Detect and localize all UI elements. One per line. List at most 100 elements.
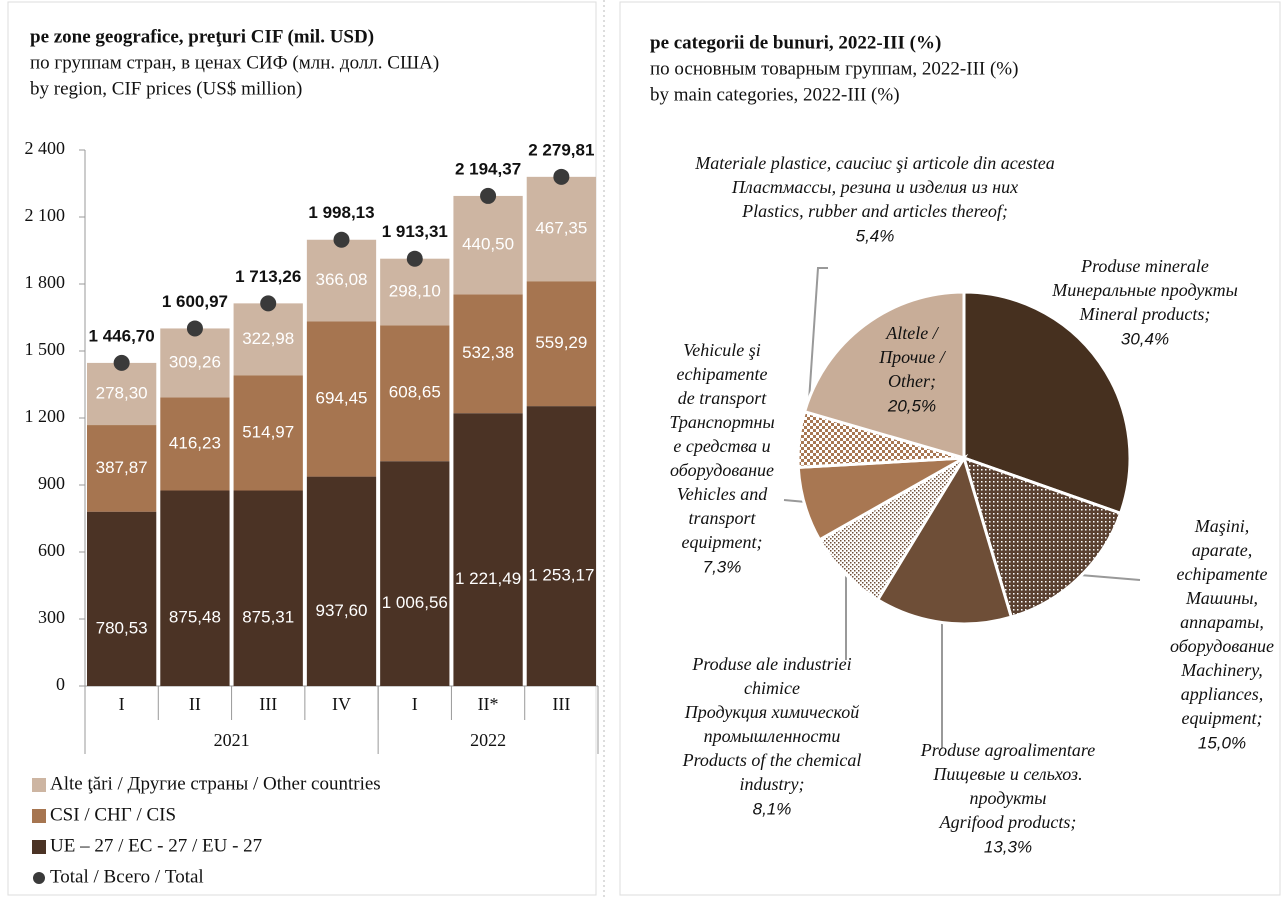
y-tick-label: 1 800 (25, 272, 66, 292)
bar-value-label: 366,08 (316, 270, 368, 289)
bar-value-label: 875,48 (169, 608, 221, 627)
bar-segment (160, 328, 230, 398)
bar-segment (306, 321, 377, 477)
total-label: 2 194,37 (455, 159, 521, 178)
bar-segment (87, 362, 157, 426)
bar-segment (306, 476, 377, 686)
slice-label: Минеральные продукты (1051, 280, 1238, 300)
bar-value-label: 322,98 (242, 329, 294, 348)
bar-value-label: 694,45 (316, 389, 368, 408)
slice-label: transport (688, 508, 756, 528)
slice-label: Пластмассы, резина и изделия из них (731, 177, 1018, 197)
bar-segment (380, 258, 450, 326)
slice-value-label: 30,4% (1121, 329, 1169, 348)
slice-label: echipamente (677, 364, 768, 384)
bar-value-label: 514,97 (242, 422, 294, 441)
slice-label: Vehicles and (677, 484, 768, 504)
slice-label: Altele / (885, 323, 939, 343)
bar-segment (160, 490, 230, 686)
slice-label: продукты (970, 788, 1047, 808)
slice-label: de transport (678, 388, 768, 408)
slice-label: Produse ale industriei (691, 654, 851, 674)
bar-value-label: 559,29 (535, 333, 587, 352)
total-dot (260, 295, 277, 312)
x-tick-label: I (119, 694, 125, 714)
bar-value-label: 278,30 (96, 383, 148, 402)
slice-label: Machinery, (1180, 660, 1262, 680)
bar-value-label: 1 253,17 (528, 566, 594, 585)
x-tick-label: III (259, 694, 277, 714)
slice-label: Produse minerale (1080, 256, 1209, 276)
pie-slice (802, 290, 966, 460)
bar-value-label: 780,53 (96, 618, 148, 637)
slice-label: Agrifood products; (939, 812, 1077, 832)
bar-segment (306, 239, 377, 322)
slice-label: equipment; (682, 532, 763, 552)
slice-label: Продукция химической (684, 702, 859, 722)
slice-label: Plastics, rubber and articles thereof; (741, 201, 1008, 221)
slice-label: industry; (740, 774, 805, 794)
bar-value-label: 532,38 (462, 343, 514, 362)
legend-label: Total / Всего / Total (50, 866, 204, 887)
bar-segment (233, 490, 303, 686)
legend-swatch (32, 778, 46, 792)
chart-title: pe categorii de bunuri, 2022-III (%) (650, 32, 941, 53)
bar-value-label: 416,23 (169, 433, 221, 452)
slice-label: chimice (744, 678, 800, 698)
bar-segment (526, 176, 596, 282)
legend-swatch (32, 840, 46, 854)
bar-segment (526, 406, 596, 686)
x-group-label: 2021 (214, 730, 250, 750)
chart-subtitle: по основным товарным группам, 2022-III (… (650, 58, 1018, 79)
bar-value-label: 608,65 (389, 383, 441, 402)
total-label: 1 913,31 (382, 222, 448, 241)
slice-label: е средства и (673, 436, 770, 456)
bar-value-label: 1 221,49 (455, 569, 521, 588)
y-tick-label: 0 (56, 674, 65, 694)
total-dot (333, 231, 350, 248)
slice-label: Машины, (1185, 588, 1258, 608)
total-dot (186, 320, 203, 337)
bar-value-label: 467,35 (535, 219, 587, 238)
bar-segment (453, 294, 523, 414)
slice-value-label: 15,0% (1198, 733, 1246, 752)
pie-slice (875, 454, 1014, 626)
pie-slice (961, 455, 1123, 619)
bar-segment (233, 375, 303, 491)
slice-label: Materiale plastice, cauciuc şi articole … (694, 153, 1054, 173)
slice-label: Транспортны (669, 412, 774, 432)
bar-segment (87, 511, 157, 686)
slice-label: aparate, (1192, 540, 1253, 560)
slice-label: оборудование (1170, 636, 1274, 656)
slice-value-label: 7,3% (703, 557, 742, 576)
slice-label: Vehicule şi (683, 340, 760, 360)
chart-title: pe zone geografice, preţuri CIF (mil. US… (30, 26, 374, 47)
bar-value-label: 387,87 (96, 458, 148, 477)
bar-value-label: 440,50 (462, 235, 514, 254)
total-dot (480, 187, 497, 204)
total-dot (553, 168, 570, 185)
y-tick-label: 900 (38, 473, 65, 493)
y-tick-label: 2 100 (25, 205, 66, 225)
slice-value-label: 20,5% (887, 396, 936, 415)
legend-label: UE – 27 / ЕС - 27 / EU - 27 (50, 835, 262, 856)
total-dot (406, 250, 423, 267)
total-label: 1 998,13 (308, 203, 374, 222)
right-panel (619, 1, 1281, 896)
total-label: 1 600,97 (162, 292, 228, 311)
bar-segment (380, 325, 450, 462)
slice-label: Прочие / (878, 347, 947, 367)
y-tick-label: 1 200 (25, 406, 66, 426)
legend-label: Alte ţări / Другие страны / Other countr… (50, 773, 381, 794)
bar-segment (526, 281, 596, 407)
bar-segment (453, 413, 523, 686)
chart-subtitle: by region, CIF prices (US$ million) (30, 78, 302, 99)
total-label: 2 279,81 (528, 140, 594, 159)
slice-label: промышленности (704, 726, 841, 746)
bar-segment (453, 195, 523, 295)
total-dot (113, 354, 130, 371)
slice-label: Mineral products; (1079, 304, 1211, 324)
total-label: 1 446,70 (89, 326, 155, 345)
bar-value-label: 937,60 (316, 601, 368, 620)
